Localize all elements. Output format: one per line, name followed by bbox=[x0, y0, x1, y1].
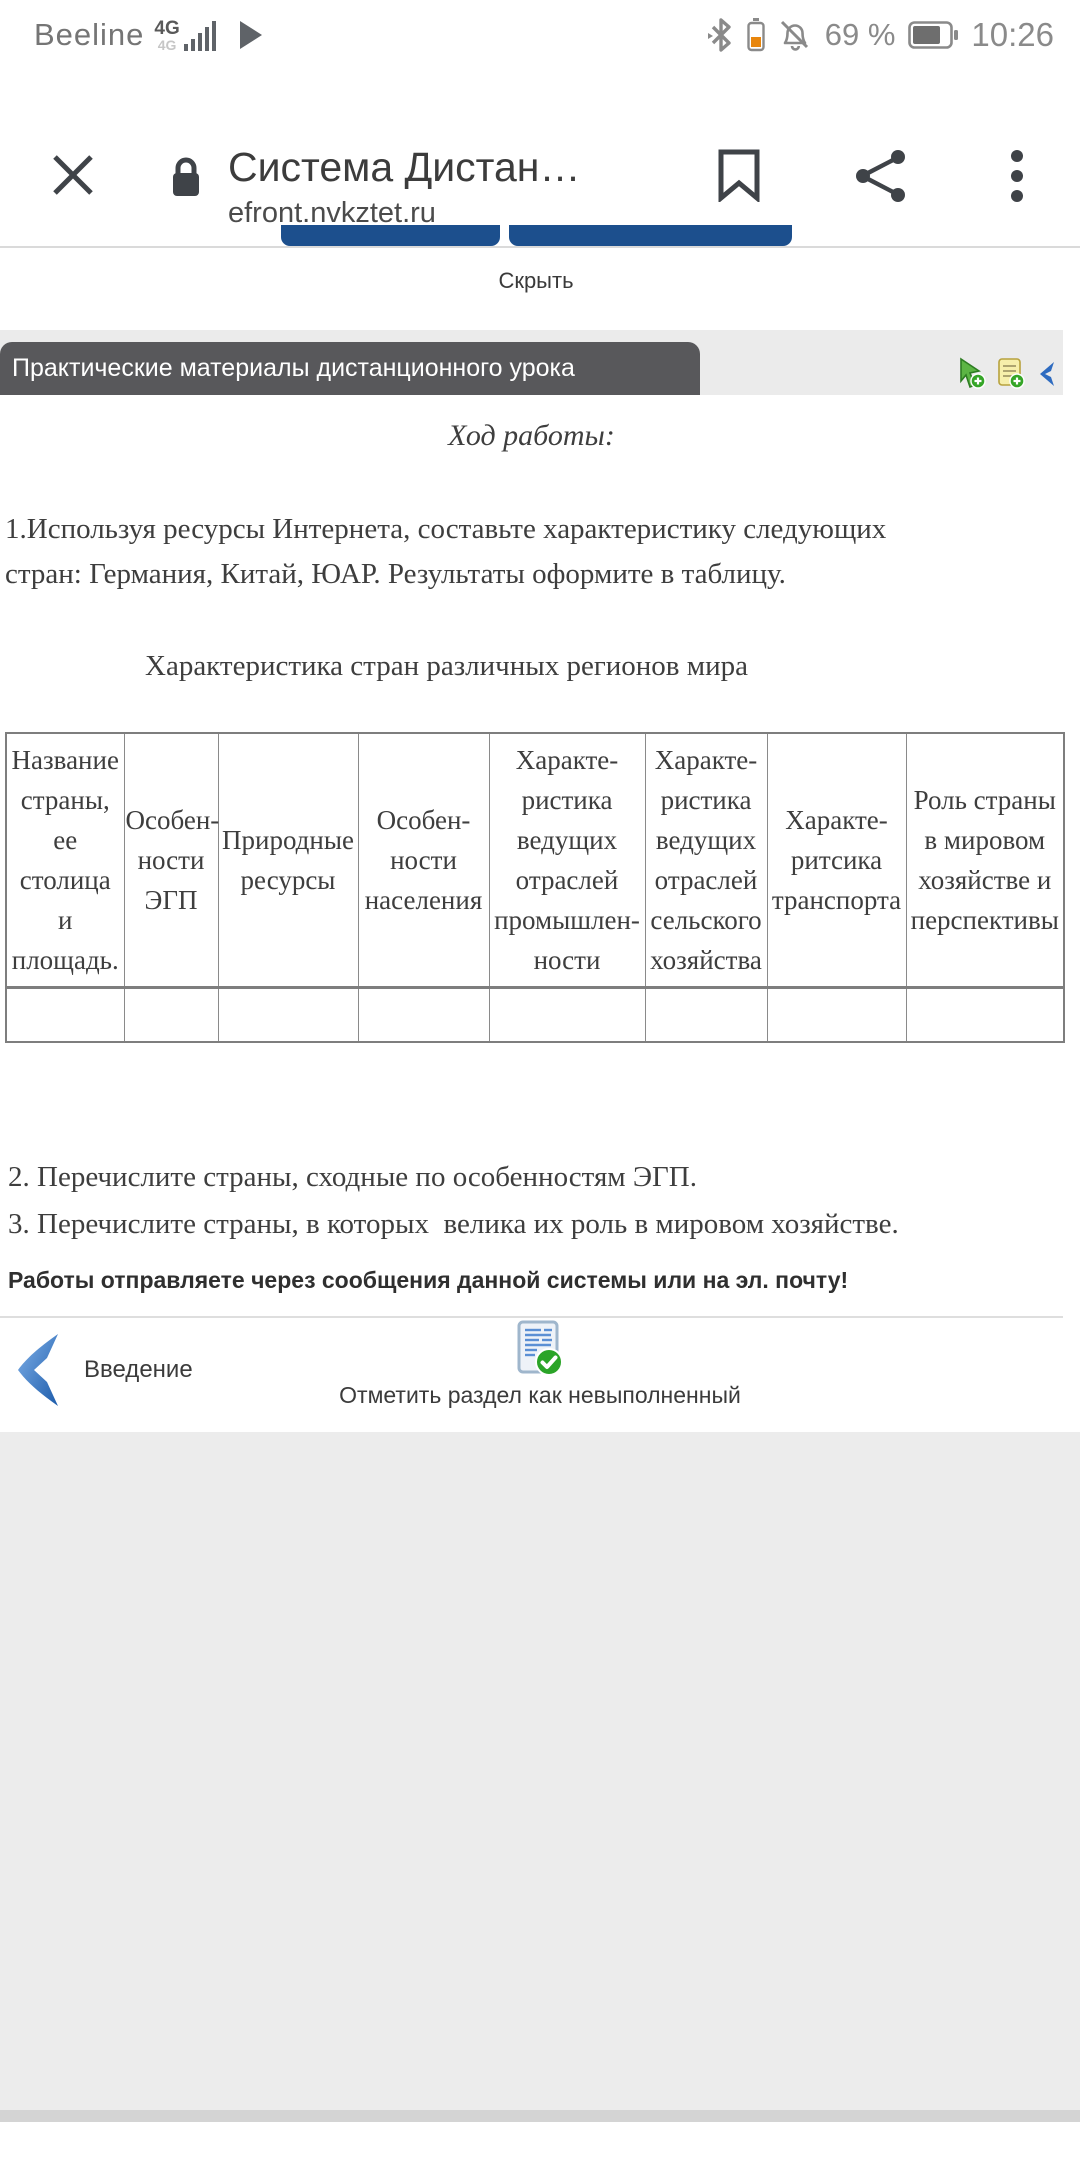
prev-arrow-icon bbox=[14, 1332, 70, 1408]
table-header-cell: Название страны, ее столица и площадь. bbox=[5, 732, 125, 988]
table-header-cell: Особен- ности населения bbox=[357, 732, 490, 988]
signal-strength-icon bbox=[183, 18, 220, 52]
battery-icon bbox=[908, 21, 959, 49]
network-type-indicator: 4G 4G bbox=[154, 17, 180, 53]
collapse-section-icon[interactable] bbox=[1035, 359, 1057, 389]
clock-label: 10:26 bbox=[971, 16, 1054, 53]
table-empty-row bbox=[5, 987, 1065, 1042]
lesson-nav-row: Введение Отметить р bbox=[0, 1318, 1080, 1432]
task-2-text: 2. Перечислите страны, сходные по особен… bbox=[8, 1160, 698, 1193]
media-play-icon bbox=[238, 21, 262, 49]
task-1-text: 1.Используя ресурсы Интернета, составьте… bbox=[5, 513, 887, 590]
table-cell bbox=[905, 987, 1065, 1042]
section-tab: Практические материалы дистанционного ур… bbox=[0, 342, 700, 395]
table-cell bbox=[357, 987, 490, 1042]
add-note-icon[interactable] bbox=[996, 357, 1026, 389]
task-3-text: 3. Перечислите страны, в которых велика … bbox=[8, 1207, 899, 1240]
mark-incomplete-button[interactable]: Отметить раздел как невыполненный bbox=[0, 1320, 1080, 1409]
browser-toolbar: Система Дистан… efront.nvkztet.ru bbox=[0, 64, 1080, 229]
page-background-area bbox=[0, 1431, 1080, 2122]
page-top-strip: Скрыть bbox=[0, 225, 1080, 330]
mark-incomplete-icon bbox=[517, 1320, 563, 1378]
site-url: efront.nvkztet.ru bbox=[228, 197, 436, 229]
share-button[interactable] bbox=[852, 148, 908, 209]
table-cell bbox=[217, 987, 359, 1042]
section-header-band: Практические материалы дистанционного ур… bbox=[0, 330, 1063, 395]
add-bookmark-icon[interactable] bbox=[957, 357, 987, 389]
table-header-row: Название страны, ее столица и площадь. Ос… bbox=[5, 732, 1065, 988]
table-header-cell: Природные ресурсы bbox=[217, 732, 359, 988]
table-header-cell: Характе- ритсика транспорта bbox=[766, 732, 907, 988]
battery-percent-label: 69 % bbox=[824, 17, 896, 52]
close-button[interactable] bbox=[50, 152, 96, 203]
table-caption: Характеристика стран различных регионов … bbox=[145, 650, 748, 682]
mark-incomplete-label: Отметить раздел как невыполненный bbox=[339, 1381, 741, 1408]
status-bar: Beeline 4G 4G bbox=[0, 0, 1080, 64]
prev-section-label: Введение bbox=[84, 1355, 193, 1383]
carrier-label: Beeline bbox=[34, 17, 145, 52]
table-cell bbox=[123, 987, 219, 1042]
table-header-cell: Особен- ности ЭГП bbox=[123, 732, 219, 988]
site-title-block[interactable]: Система Дистан… efront.nvkztet.ru bbox=[228, 144, 698, 230]
cropped-button-right[interactable] bbox=[509, 225, 792, 246]
bookmark-button[interactable] bbox=[716, 148, 762, 207]
table-cell bbox=[488, 987, 646, 1042]
table-header-cell: Роль страны в мировом хозяйстве и перспе… bbox=[905, 732, 1065, 988]
table-header-cell: Характе- ристика ведущих отраслей промыш… bbox=[488, 732, 646, 988]
menu-kebab-button[interactable] bbox=[1010, 148, 1024, 209]
table-cell bbox=[5, 987, 125, 1042]
table-cell bbox=[766, 987, 907, 1042]
lesson-content: Ход работы: 1.Используя ресурсы Интернет… bbox=[0, 419, 1080, 1432]
hide-link[interactable]: Скрыть bbox=[498, 268, 574, 293]
secure-lock-icon[interactable] bbox=[170, 156, 202, 203]
work-heading: Ход работы: bbox=[448, 419, 615, 452]
table-header-cell: Характе- ристика ведущих отраслей сельск… bbox=[644, 732, 768, 988]
submit-note: Работы отправляете через сообщения данно… bbox=[8, 1266, 849, 1293]
countries-table: Название страны, ее столица и площадь. Ос… bbox=[5, 732, 1065, 1043]
accessory-battery-icon bbox=[747, 18, 765, 52]
table-cell bbox=[644, 987, 768, 1042]
toolbar-divider bbox=[0, 246, 1080, 248]
site-title: Система Дистан… bbox=[228, 144, 581, 190]
gesture-bar-area bbox=[0, 2109, 1080, 2122]
content-divider bbox=[0, 1315, 1063, 1318]
notifications-muted-icon bbox=[778, 18, 812, 52]
cropped-button-left[interactable] bbox=[281, 225, 500, 246]
prev-section-link[interactable]: Введение bbox=[14, 1332, 193, 1408]
bluetooth-icon bbox=[707, 17, 734, 53]
